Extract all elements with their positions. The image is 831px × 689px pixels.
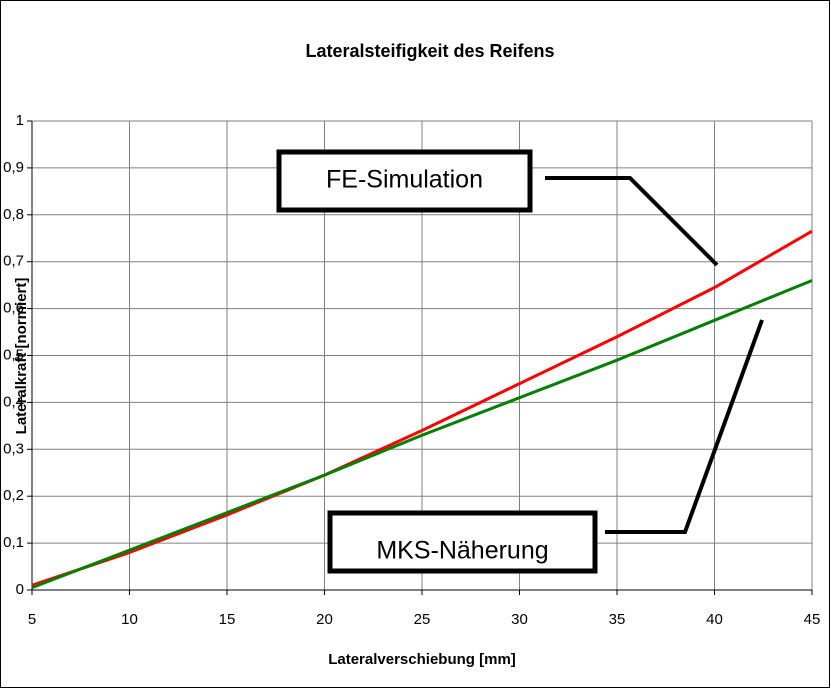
annotation-label: FE-Simulation xyxy=(326,166,483,194)
x-tick-label: 40 xyxy=(706,611,723,628)
y-tick-label: 0,3 xyxy=(3,440,24,457)
leader-line xyxy=(545,176,719,267)
x-tick-label: 45 xyxy=(804,611,821,628)
x-tick-label: 25 xyxy=(414,611,431,628)
y-tick-label: 0,4 xyxy=(3,393,24,410)
y-tick-label: 0,2 xyxy=(3,487,24,504)
leader-line xyxy=(605,319,764,534)
annotation-label: MKS-Näherung xyxy=(376,537,548,565)
x-tick-label: 15 xyxy=(219,611,236,628)
x-tick-label: 5 xyxy=(28,611,36,628)
x-axis-label: Lateralverschiebung [mm] xyxy=(328,651,516,668)
x-tick-label: 30 xyxy=(511,611,528,628)
x-tick-label: 35 xyxy=(609,611,626,628)
x-tick-label: 10 xyxy=(121,611,138,628)
chart-title: Lateralsteifigkeit des Reifens xyxy=(305,41,554,61)
x-tick-label: 20 xyxy=(316,611,333,628)
annotation-box xyxy=(276,149,533,213)
y-tick-label: 0,6 xyxy=(3,300,24,317)
y-tick-label: 0,1 xyxy=(3,534,24,551)
y-tick-label: 1 xyxy=(16,112,24,129)
line-series xyxy=(31,229,813,587)
line-series xyxy=(31,279,813,590)
y-tick-label: 0 xyxy=(16,581,24,598)
y-tick-label: 0,8 xyxy=(3,206,24,223)
annotation-box xyxy=(327,510,598,574)
y-axis-label: Lateralkraft [normiert] xyxy=(13,278,30,435)
y-tick-label: 0,9 xyxy=(3,159,24,176)
y-tick-label: 0,7 xyxy=(3,253,24,270)
y-tick-label: 0,5 xyxy=(3,346,24,363)
